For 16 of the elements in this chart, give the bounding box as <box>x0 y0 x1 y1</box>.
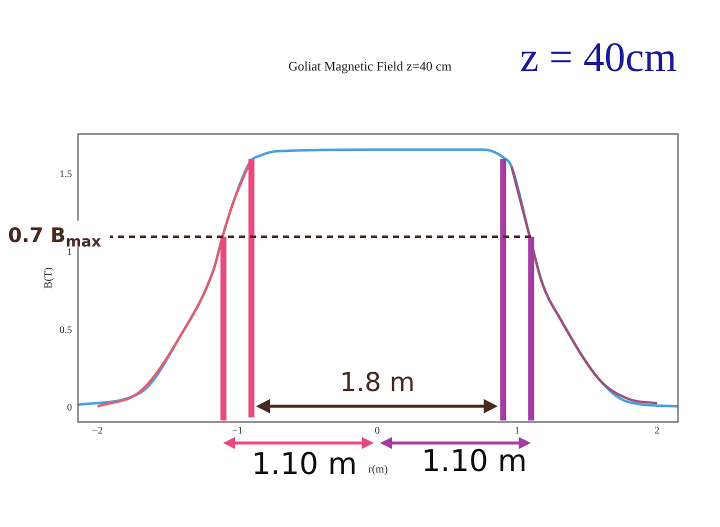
x-tick-label: 0 <box>374 426 380 437</box>
text: 1.10 m <box>421 444 528 479</box>
x-tick-label: −1 <box>232 426 243 437</box>
y-tick-label: 0 <box>67 402 72 414</box>
y-tick-label: 0.5 <box>60 324 72 336</box>
chart-title: Goliat Magnetic Field z=40 cm <box>288 58 452 74</box>
annotation: 1.8 m <box>340 368 415 398</box>
x-tick-label: −2 <box>92 426 103 437</box>
y-tick-label: 1.5 <box>60 169 72 180</box>
x-tick-label: 1 <box>514 426 520 437</box>
text: z = 40cm <box>520 35 677 82</box>
x-tick-label: 2 <box>654 426 660 437</box>
x-axis-title: r(m) <box>368 463 388 476</box>
y-axis-title: B(T) <box>42 266 54 289</box>
y-tick-label: 1 <box>67 246 72 258</box>
text: 1.10 m <box>252 446 358 482</box>
